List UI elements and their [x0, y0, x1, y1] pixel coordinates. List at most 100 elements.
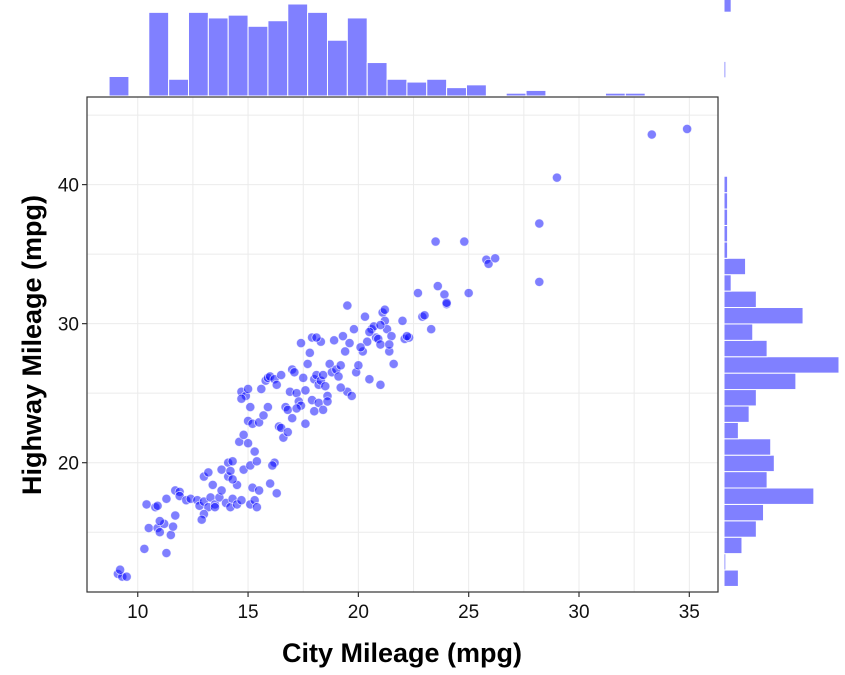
- top-hist-bar: [406, 81, 428, 97]
- scatter-point: [682, 123, 693, 134]
- scatter-point: [364, 374, 375, 385]
- top-hist-bar: [267, 20, 289, 97]
- scatter-point: [335, 360, 346, 371]
- top-hist-bar: [148, 11, 170, 97]
- scatter-point: [267, 460, 278, 471]
- scatter-point: [115, 564, 126, 575]
- scatter-point: [401, 331, 412, 342]
- scatter-point: [359, 311, 370, 322]
- scatter-point: [348, 324, 359, 335]
- x-tick-label: 35: [679, 602, 700, 623]
- scatter-point: [300, 385, 311, 396]
- right-hist-bar: [723, 536, 743, 555]
- scatter-point: [141, 499, 152, 510]
- top-hist-bar: [525, 89, 547, 97]
- scatter-point: [216, 464, 227, 475]
- scatter-point: [296, 338, 307, 349]
- scatter-point: [441, 297, 452, 308]
- top-hist-bar: [505, 92, 527, 97]
- scatter-point: [318, 404, 329, 415]
- y-axis-ticks: 20 30 40: [58, 176, 87, 475]
- right-hist-bar: [723, 208, 729, 226]
- right-marginal-histogram: [723, 0, 840, 587]
- right-hist-bar: [723, 307, 804, 325]
- y-tick-label: 30: [58, 315, 79, 336]
- right-hist-bar: [723, 241, 729, 259]
- top-hist-bar: [346, 17, 368, 97]
- right-hist-bar: [723, 520, 757, 538]
- top-hist-bar: [326, 39, 348, 97]
- scatter-plot-area: 10 15 20 25 30 35 20 30 40: [58, 96, 719, 623]
- top-hist-bar: [207, 17, 229, 97]
- scatter-point: [318, 370, 329, 381]
- scatter-point: [168, 521, 179, 532]
- right-hist-bar: [723, 274, 732, 292]
- scatter-point: [534, 218, 545, 229]
- scatter-point: [165, 529, 176, 540]
- top-hist-bar: [287, 3, 309, 97]
- scatter-point: [386, 331, 397, 342]
- right-hist-bar: [723, 0, 732, 13]
- x-tick-label: 10: [127, 602, 148, 623]
- scatter-point: [419, 310, 430, 321]
- right-hist-bar: [723, 421, 739, 440]
- scatter-point: [302, 358, 313, 369]
- scatter-point: [355, 342, 366, 353]
- scatter-point: [152, 500, 163, 511]
- scatter-point: [276, 370, 287, 381]
- scatter-point: [170, 510, 181, 521]
- right-hist-bar: [723, 454, 775, 473]
- scatter-point: [287, 413, 298, 424]
- right-hist-bar: [723, 372, 797, 391]
- scatter-point: [342, 300, 353, 311]
- scatter-point: [251, 502, 262, 513]
- right-hist-bar: [723, 290, 757, 309]
- scatter-point: [534, 276, 545, 287]
- scatter-point: [353, 360, 364, 371]
- scatter-point: [375, 320, 386, 331]
- x-tick-label: 25: [458, 602, 479, 623]
- scatter-point: [335, 382, 346, 393]
- y-tick-label: 20: [58, 454, 79, 475]
- scatter-point: [262, 402, 273, 413]
- scatter-point: [364, 326, 375, 337]
- scatter-point: [203, 467, 214, 478]
- scatter-point: [289, 367, 300, 378]
- top-hist-bar: [187, 11, 209, 97]
- top-hist-bar: [624, 92, 646, 97]
- scatter-point: [238, 429, 249, 440]
- right-hist-bar: [723, 569, 739, 587]
- scatter-point: [236, 495, 247, 506]
- right-hist-bar: [723, 323, 754, 341]
- top-marginal-histogram: [108, 3, 646, 97]
- scatter-point: [329, 335, 340, 346]
- scatter-point: [245, 402, 256, 413]
- scatter-point: [459, 236, 470, 247]
- scatter-point: [300, 418, 311, 429]
- scatter-point: [340, 346, 351, 357]
- scatter-point: [483, 258, 494, 269]
- scatter-point: [236, 393, 247, 404]
- right-hist-bar: [723, 553, 727, 571]
- scatter-point: [362, 336, 373, 347]
- scatter-point: [154, 527, 165, 538]
- right-hist-bar: [723, 192, 729, 210]
- scatter-point: [337, 331, 348, 342]
- scatter-point: [432, 281, 443, 292]
- scatter-point: [143, 523, 154, 534]
- scatter-point: [282, 404, 293, 415]
- x-tick-label: 15: [237, 602, 258, 623]
- top-hist-bar: [227, 14, 249, 97]
- scatter-point: [251, 456, 262, 467]
- scatter-point: [209, 502, 220, 513]
- right-hist-bar: [723, 438, 772, 456]
- right-hist-bar: [723, 356, 840, 374]
- top-hist-bar: [604, 92, 626, 97]
- top-hist-bar: [247, 25, 269, 97]
- scatter-point: [430, 236, 441, 247]
- scatter-point: [490, 253, 501, 264]
- top-hist-bar: [108, 75, 130, 97]
- plot-border: [86, 96, 719, 593]
- scatter-point: [646, 129, 657, 140]
